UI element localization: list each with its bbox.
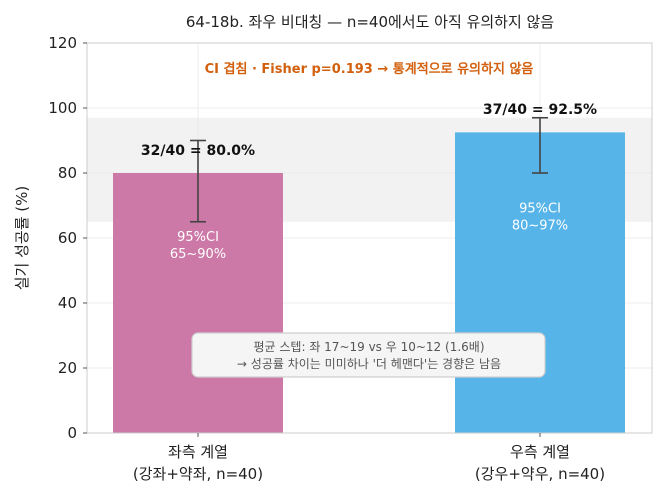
x-axis-categories: 좌측 계열 (강좌+약좌, n=40) 우측 계열 (강우+약우, n=40) — [133, 433, 605, 483]
x-category-0-line1: 좌측 계열 — [168, 443, 228, 461]
error-bars: 32/40 = 80.0% 37/40 = 92.5% — [141, 102, 597, 223]
significance-annotation: CI 겹침 · Fisher p=0.193 → 통계적으로 유의하지 않음 — [205, 61, 534, 77]
y-tick-label-5: 100 — [48, 99, 77, 117]
step-note-box: 평균 스텝: 좌 17~19 vs 우 10~12 (1.6배) → 성공률 차… — [191, 332, 546, 378]
chart-title: 64-18b. 좌우 비대칭 — n=40에서도 아직 유의하지 않음 — [186, 13, 554, 31]
y-tick-label-1: 20 — [58, 359, 77, 377]
ci-label-0-line1: 95%CI — [177, 230, 219, 245]
y-axis-ticks: 0 20 40 60 80 100 120 — [48, 34, 87, 442]
y-tick-label-6: 120 — [48, 34, 77, 52]
ci-label-1-line1: 95%CI — [519, 202, 561, 217]
y-axis-label: 실기 성공률 (%) — [13, 186, 31, 291]
ci-label-1-line2: 80~97% — [512, 219, 568, 234]
y-tick-label-2: 40 — [58, 294, 77, 312]
x-category-1-line1: 우측 계열 — [510, 443, 570, 461]
y-tick-label-4: 80 — [58, 164, 77, 182]
step-note-line1: 평균 스텝: 좌 17~19 vs 우 10~12 (1.6배) — [253, 340, 484, 354]
ci-label-0-line2: 65~90% — [170, 247, 226, 262]
step-note-line2: → 성공률 차이는 미미하나 '더 헤맨다'는 경향은 남음 — [237, 357, 501, 371]
bar-1 — [455, 132, 625, 433]
bar-value-label-0: 32/40 = 80.0% — [141, 143, 255, 159]
x-category-0-line2: (강좌+약좌, n=40) — [133, 465, 263, 483]
y-tick-label-3: 60 — [58, 229, 77, 247]
y-tick-label-0: 0 — [67, 424, 77, 442]
x-category-1-line2: (강우+약우, n=40) — [475, 465, 605, 483]
bar-value-label-1: 37/40 = 92.5% — [483, 102, 597, 118]
